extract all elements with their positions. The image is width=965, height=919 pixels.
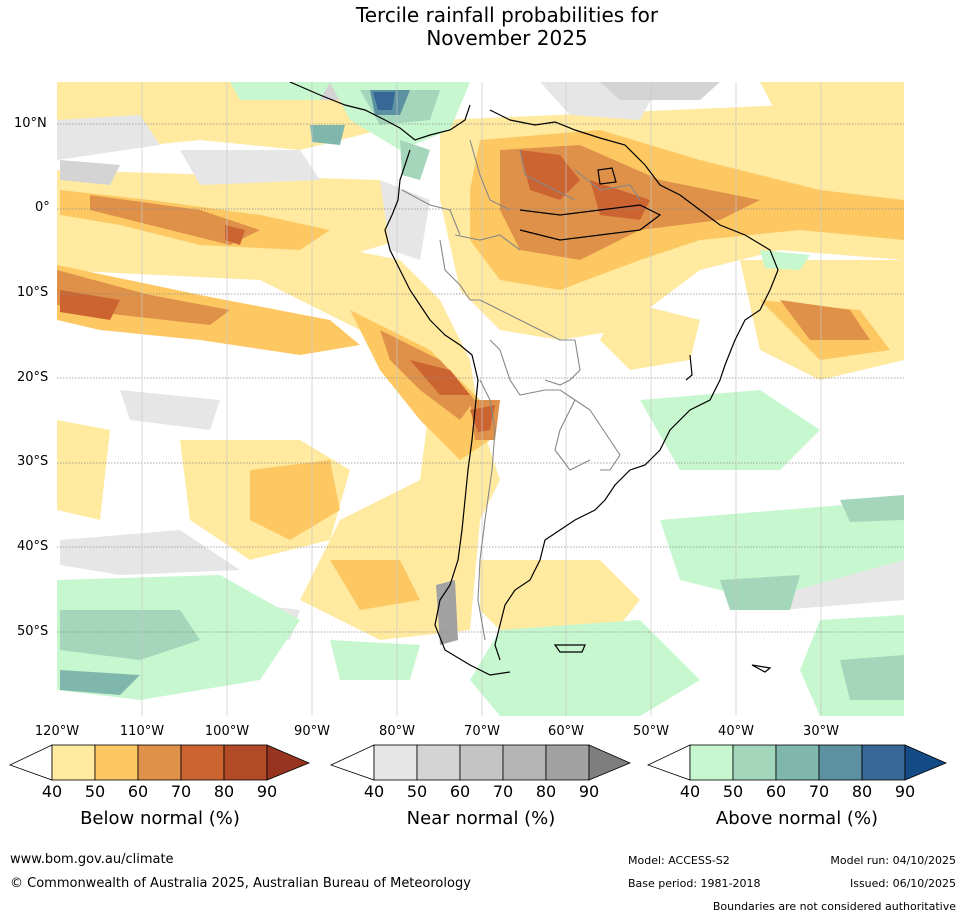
lat-label-0: 0° — [35, 200, 50, 215]
near-tick-70: 70 — [492, 782, 514, 801]
colorbar-above — [646, 744, 948, 781]
website-link[interactable]: www.bom.gov.au/climate — [10, 852, 174, 867]
lat-label-10s: 10°S — [17, 285, 49, 300]
near-tick-90: 90 — [578, 782, 600, 801]
disclaimer-text: Boundaries are not considered authoritat… — [712, 900, 956, 913]
colorbar-below — [8, 744, 311, 781]
title-line-1: Tercile rainfall probabilities for — [355, 3, 659, 27]
above-tick-50: 50 — [722, 782, 744, 801]
map-panel — [57, 82, 904, 716]
lon-label-80w: 80°W — [379, 724, 415, 739]
lon-label-110w: 110°W — [119, 724, 165, 739]
lon-label-50w: 50°W — [633, 724, 669, 739]
below-tick-80: 80 — [213, 782, 235, 801]
title-line-2: November 2025 — [426, 26, 588, 50]
above-tick-60: 60 — [765, 782, 787, 801]
near-tick-50: 50 — [406, 782, 428, 801]
near-tick-40: 40 — [363, 782, 385, 801]
lon-label-100w: 100°W — [204, 724, 250, 739]
lon-label-90w: 90°W — [294, 724, 330, 739]
country-boundaries — [401, 139, 641, 641]
colorbar-near — [329, 744, 632, 781]
lat-label-50s: 50°S — [17, 624, 49, 639]
below-tick-90: 90 — [256, 782, 278, 801]
probability-field — [57, 82, 904, 716]
chart-title: Tercile rainfall probabilities for Novem… — [0, 4, 965, 50]
model-text: Model: ACCESS-S2 — [628, 854, 730, 867]
lon-label-120w: 120°W — [34, 724, 80, 739]
near-tick-80: 80 — [535, 782, 557, 801]
model-run-text: Model run: 04/10/2025 — [830, 854, 956, 867]
lon-label-30w: 30°W — [803, 724, 839, 739]
below-tick-60: 60 — [127, 782, 149, 801]
above-tick-90: 90 — [894, 782, 916, 801]
lon-label-60w: 60°W — [548, 724, 584, 739]
near-colorbar-label: Near normal (%) — [406, 808, 556, 829]
below-tick-50: 50 — [84, 782, 106, 801]
coastlines — [289, 82, 779, 676]
lat-label-30s: 30°S — [17, 454, 49, 469]
copyright-text: © Commonwealth of Australia 2025, Austra… — [10, 876, 471, 891]
below-colorbar-label: Below normal (%) — [80, 808, 240, 829]
lon-label-70w: 70°W — [464, 724, 500, 739]
near-tick-60: 60 — [449, 782, 471, 801]
below-tick-70: 70 — [170, 782, 192, 801]
lon-label-40w: 40°W — [718, 724, 754, 739]
above-tick-80: 80 — [851, 782, 873, 801]
base-period-text: Base period: 1981-2018 — [628, 877, 761, 890]
lat-label-40s: 40°S — [17, 539, 49, 554]
below-tick-40: 40 — [41, 782, 63, 801]
above-tick-70: 70 — [808, 782, 830, 801]
above-colorbar-label: Above normal (%) — [715, 808, 879, 829]
lat-label-10n: 10°N — [14, 116, 47, 131]
issued-text: Issued: 06/10/2025 — [849, 877, 956, 890]
lat-label-20s: 20°S — [17, 370, 49, 385]
above-tick-40: 40 — [679, 782, 701, 801]
gridlines — [57, 82, 904, 716]
